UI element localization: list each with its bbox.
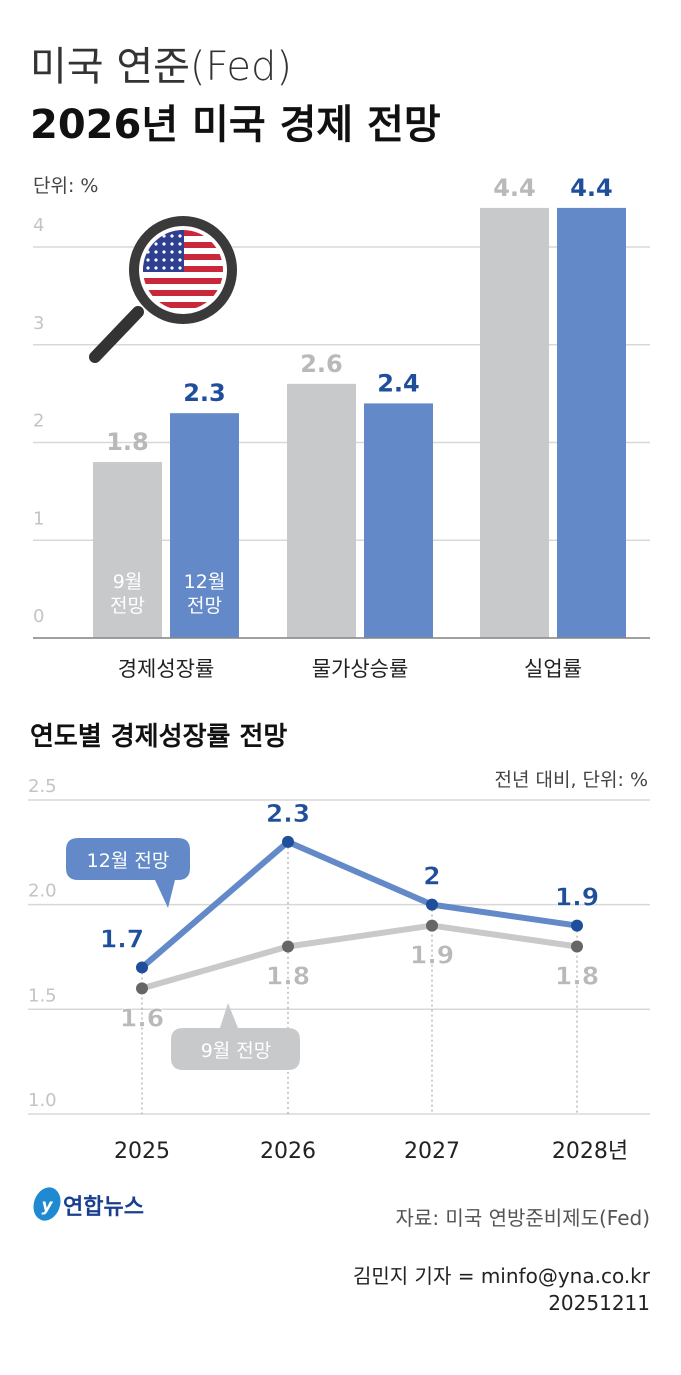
flag-star (170, 258, 174, 262)
callout-sep-label: 9월 전망 (201, 1040, 272, 1062)
data-point (282, 940, 294, 953)
data-label: 1.7 (100, 924, 144, 953)
flag-star (162, 242, 166, 246)
callout-dec (66, 838, 190, 908)
line-chart-title: 연도별 경제성장률 전망 (30, 722, 287, 752)
flag-stripe (143, 302, 223, 308)
bar (480, 207, 549, 638)
data-point (571, 940, 583, 953)
bar (170, 413, 239, 638)
flag-star (170, 234, 174, 238)
flag-star (162, 250, 166, 254)
flag-stripe (143, 278, 223, 284)
bar-value-label: 2.6 (300, 350, 343, 378)
data-label: 1.8 (266, 962, 310, 991)
x-tick-label: 2027 (404, 1139, 460, 1164)
flag-star (178, 234, 182, 238)
flag-star (146, 258, 150, 262)
callout-dec-label: 12월 전망 (87, 850, 170, 872)
bar (557, 207, 626, 638)
category-label: 실업률 (524, 657, 582, 681)
y-tick-label: 2 (33, 411, 44, 432)
source: 자료: 미국 연방준비제도(Fed) (396, 1206, 650, 1230)
flag-star (154, 250, 158, 254)
byline: 김민지 기자 = minfo@yna.co.kr (353, 1264, 651, 1288)
data-point (426, 898, 438, 911)
y-tick-label: 4 (33, 215, 44, 236)
y-tick-label: 3 (33, 313, 44, 334)
data-label: 1.9 (555, 883, 599, 912)
x-tick-label: 2026 (260, 1139, 316, 1164)
y-tick-label: 1.5 (28, 985, 57, 1006)
flag-star (170, 250, 174, 254)
line-unit-label: 전년 대비, 단위: % (495, 769, 649, 791)
bar-value-label: 1.8 (106, 428, 149, 456)
bar-unit-label: 단위: % (33, 175, 98, 197)
flag-star (170, 266, 174, 270)
flag-stripe (143, 290, 223, 296)
bar-value-label: 4.4 (493, 174, 536, 202)
flag-star (154, 266, 158, 270)
bar-value-label: 2.3 (183, 379, 226, 407)
bar-value-label: 2.4 (377, 369, 420, 397)
flag-star (178, 258, 182, 262)
y-tick-label: 0 (33, 606, 44, 627)
data-point (571, 919, 583, 932)
y-tick-label: 1 (33, 508, 44, 529)
logo-text: 연합뉴스 (63, 1194, 144, 1220)
flag-star (178, 242, 182, 246)
data-point (136, 961, 148, 974)
page-title: 2026년 미국 경제 전망 (30, 102, 441, 148)
bar (93, 462, 162, 638)
flag-star (154, 258, 158, 262)
bar (364, 403, 433, 638)
data-point (282, 835, 294, 848)
x-tick-label: 2025 (114, 1139, 170, 1164)
flag-star (178, 266, 182, 270)
flag-star (162, 258, 166, 262)
flag-star (170, 242, 174, 246)
data-point (136, 982, 148, 995)
data-label: 2 (423, 862, 440, 891)
series-line (140, 838, 578, 970)
bar-chart: 0 1 2 3 4 1.8 2.3 경제성장률 2.6 2.4 물가상승률 4.4 4.4 실업률 9월 전망… (33, 174, 650, 681)
bar (287, 383, 356, 638)
series-line (141, 922, 578, 992)
flag-star (178, 250, 182, 254)
date: 20251211 (548, 1291, 650, 1315)
flag-star (162, 266, 166, 270)
category-label: 경제성장률 (118, 657, 215, 681)
data-point (426, 919, 438, 932)
data-label: 1.9 (410, 941, 454, 970)
series-label: 9월 전망 (110, 571, 145, 617)
data-label: 2.3 (266, 799, 310, 828)
data-label: 1.8 (555, 962, 599, 991)
y-tick-label: 1.0 (28, 1090, 57, 1111)
callout-sep (171, 1003, 300, 1070)
y-tick-label: 2.0 (28, 881, 57, 902)
line-chart: 1.0 1.5 2.0 2.5 2025 2026 2027 2028년 1.6 1.8 1.9 1.… (28, 776, 650, 1164)
svg-text:y: y (41, 1196, 53, 1216)
yonhap-logo-icon: y (33, 1187, 61, 1221)
x-tick-label: 2028년 (552, 1139, 628, 1164)
bar-value-label: 4.4 (570, 174, 613, 202)
us-flag-magnifier-icon (89, 216, 237, 363)
y-tick-label: 2.5 (28, 776, 57, 797)
flag-star (146, 266, 150, 270)
data-label: 1.6 (120, 1003, 164, 1032)
series-label: 12월 전망 (184, 571, 226, 617)
supertitle: 미국 연준(Fed) (30, 44, 292, 90)
flag-star (154, 242, 158, 246)
category-label: 물가상승률 (312, 657, 409, 681)
